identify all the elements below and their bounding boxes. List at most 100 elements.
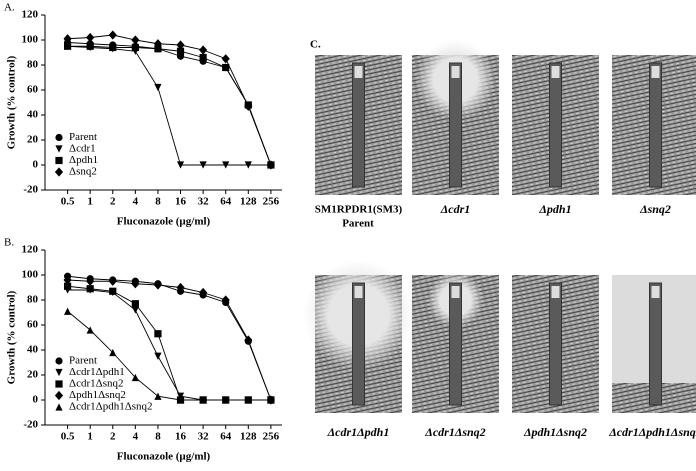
strip-label [354, 66, 363, 78]
x-tick-label: 2 [110, 196, 116, 208]
marker [221, 54, 230, 64]
x-tick-label: 1 [87, 196, 93, 208]
x-tick-label: 8 [155, 196, 161, 208]
photo-caption: Δcdr1Δpdh1 [327, 425, 390, 439]
marker [222, 161, 230, 169]
marker [63, 42, 72, 50]
legend-marker [55, 380, 63, 388]
marker [199, 161, 207, 169]
legend-label: Δpdh1 [69, 154, 98, 166]
series-line [67, 42, 272, 166]
photo-caption: Parent [342, 218, 374, 230]
photo-caption: Δpdh1 [538, 202, 571, 216]
panel-label: C. [310, 39, 321, 51]
marker [131, 306, 139, 314]
marker [63, 282, 72, 290]
y-tick-label: 80 [27, 59, 39, 71]
marker [199, 53, 207, 62]
y-tick-label: 0 [33, 394, 39, 406]
marker [63, 275, 72, 285]
etest-strip [549, 282, 562, 406]
legend-label: Δpdh1Δsnq2 [69, 389, 126, 401]
y-tick-label: 60 [27, 84, 39, 96]
series-line [67, 34, 272, 166]
marker [222, 396, 230, 404]
legend-marker [55, 403, 63, 411]
marker [176, 161, 185, 169]
legend-marker [55, 145, 63, 153]
series-line [67, 275, 272, 401]
marker [86, 285, 94, 293]
marker [221, 295, 230, 305]
marker [108, 276, 117, 286]
strip-label [551, 286, 560, 298]
strip-label [551, 66, 560, 78]
x-tick-label: 8 [155, 431, 161, 443]
marker [109, 348, 117, 357]
x-tick-label: 0.5 [61, 431, 75, 443]
y-tick-label: 60 [27, 319, 39, 331]
marker [199, 45, 208, 55]
y-tick-label: 20 [27, 134, 39, 146]
etest-strip [449, 282, 462, 406]
x-tick-label: 32 [198, 431, 210, 443]
photo-caption: Δcdr1 [440, 202, 471, 216]
x-tick-label: 4 [133, 196, 139, 208]
marker [109, 43, 117, 52]
strip-label [451, 66, 460, 78]
marker [267, 396, 275, 404]
photo-caption: SM1RPDR1(SM3) [315, 204, 403, 216]
legend-label: Δsnq2 [69, 166, 97, 178]
marker [244, 101, 253, 111]
photo-caption: Δpdh1Δsnq2 [523, 425, 587, 439]
marker [86, 42, 94, 50]
y-axis-label: Growth (% control) [6, 290, 18, 384]
marker [86, 276, 95, 286]
marker [154, 330, 162, 338]
marker [222, 63, 230, 72]
marker [266, 160, 275, 170]
y-axis-label: Growth (% control) [6, 55, 18, 149]
photo-caption: Δcdr1Δpdh1Δsnq2 [608, 425, 696, 439]
x-tick-label: 32 [198, 196, 210, 208]
etest-strip [449, 62, 462, 188]
x-tick-label: 16 [175, 196, 187, 208]
marker [244, 396, 252, 404]
y-tick-label: 40 [27, 109, 39, 121]
photo-caption: Δsnq2 [639, 202, 671, 216]
x-tick-label: 128 [240, 431, 257, 443]
marker [244, 335, 253, 345]
etest-strip [352, 62, 365, 188]
legend-marker [55, 156, 63, 165]
y-tick-label: 80 [27, 294, 39, 306]
strip-label [651, 66, 660, 78]
legend-label: Parent [69, 131, 97, 143]
legend-marker [54, 167, 64, 177]
photo-caption: Δcdr1Δsnq2 [424, 425, 485, 439]
x-tick-label: 16 [175, 431, 187, 443]
legend-marker [55, 133, 63, 142]
legend-marker [54, 390, 64, 401]
y-tick-label: -20 [23, 419, 38, 431]
legend-label: Parent [69, 355, 97, 367]
marker [153, 280, 163, 290]
y-tick-label: 120 [22, 244, 39, 256]
x-axis-label: Fluconazole (µg/ml) [117, 216, 211, 228]
series-line [67, 45, 272, 166]
marker [86, 32, 95, 43]
x-tick-label: 2 [110, 431, 116, 443]
marker [176, 282, 185, 293]
marker [131, 373, 139, 382]
marker [176, 47, 185, 55]
panel-label: B. [4, 237, 14, 249]
y-tick-label: 120 [22, 9, 39, 21]
x-tick-label: 128 [240, 196, 257, 208]
x-tick-label: 256 [263, 431, 280, 443]
legend-label: Δcdr1Δsnq2 [69, 378, 123, 390]
marker [63, 34, 72, 44]
strip-label [651, 286, 660, 298]
strip-label [451, 286, 460, 298]
legend-label: Δcdr1 [69, 143, 96, 155]
